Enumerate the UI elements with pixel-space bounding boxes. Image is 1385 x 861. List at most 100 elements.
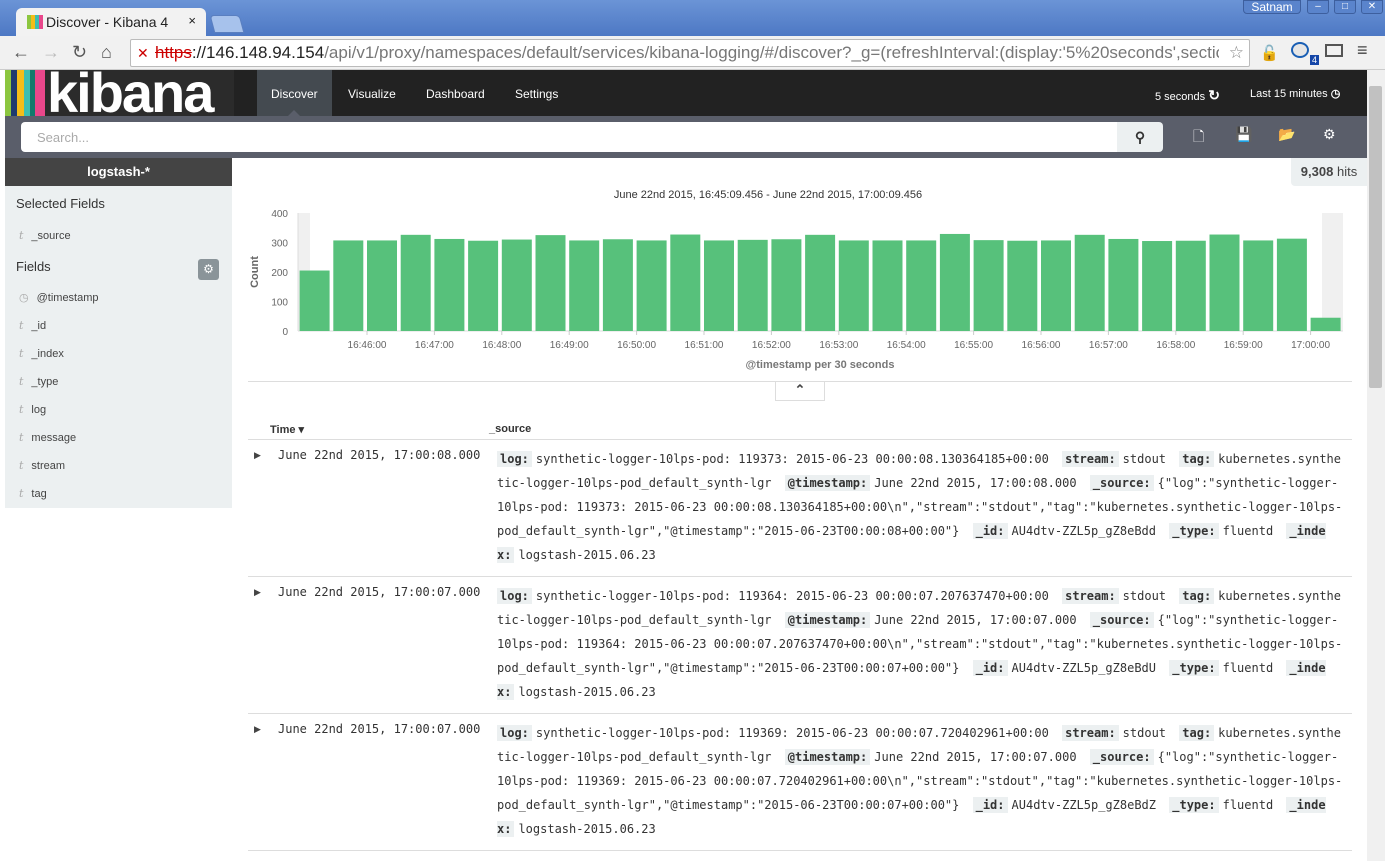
expand-caret-icon[interactable]: ▶ <box>254 587 261 597</box>
histogram-bar[interactable] <box>400 234 431 331</box>
address-bar[interactable]: ✕ https://146.148.94.154/api/v1/proxy/na… <box>130 39 1250 67</box>
histogram-bar[interactable] <box>737 239 768 331</box>
field-value: logstash-2015.06.23 <box>518 685 656 699</box>
field-value: {"log":"synthetic-logger-10lps-pod: 1193… <box>497 613 1343 675</box>
hangouts-icon[interactable] <box>1291 42 1309 58</box>
timepicker-button[interactable]: Last 15 minutes ◷ <box>1250 87 1340 100</box>
histogram-bar[interactable] <box>636 240 667 331</box>
reload-icon[interactable]: ↻ <box>72 42 88 62</box>
field-value: June 22nd 2015, 17:00:07.000 <box>874 613 1077 627</box>
histogram-bar[interactable] <box>299 270 330 331</box>
search-button[interactable]: ⚲ <box>1117 122 1163 152</box>
open-search-icon[interactable]: 📂 <box>1278 126 1296 142</box>
search-input[interactable]: Search... <box>21 122 1117 152</box>
histogram-bar[interactable] <box>939 233 970 331</box>
browser-tab[interactable]: Discover - Kibana 4 × <box>16 8 206 36</box>
histogram-chart[interactable]: 0 100 200 300 400 16:46:00 16:47:00 16:48:00 16:… <box>240 200 1360 380</box>
url-path: /api/v1/proxy/namespaces/default/service… <box>324 43 1219 62</box>
field-type[interactable]: t _type <box>19 375 58 388</box>
tab-dashboard[interactable]: Dashboard <box>426 87 485 101</box>
selected-field-source[interactable]: t _source <box>19 229 71 242</box>
tab-close-icon[interactable]: × <box>188 13 196 28</box>
histogram-bar[interactable] <box>1074 234 1105 331</box>
collapse-chart-button[interactable]: ⌃ <box>775 382 825 401</box>
histogram-bar[interactable] <box>704 240 734 331</box>
histogram-bar[interactable] <box>771 239 802 331</box>
histogram-bar[interactable] <box>1209 234 1240 331</box>
histogram-bar[interactable] <box>602 239 633 331</box>
column-header-time[interactable]: Time ▾ <box>270 423 304 436</box>
field-key: _type: <box>1169 797 1219 813</box>
field-timestamp[interactable]: ◷ @timestamp <box>19 291 99 304</box>
save-search-icon[interactable]: 💾 <box>1235 126 1253 142</box>
settings-gear-icon[interactable]: ⚙ <box>1323 126 1336 142</box>
close-window-button[interactable]: ✕ <box>1361 0 1383 14</box>
back-icon[interactable]: ← <box>12 42 30 62</box>
maximize-button[interactable]: □ <box>1334 0 1356 14</box>
kibana-logo[interactable]: kibana <box>5 70 234 116</box>
out-of-range-band-right <box>1322 213 1343 331</box>
sort-desc-icon[interactable]: ▾ <box>298 424 305 436</box>
field-stream[interactable]: t stream <box>19 459 65 472</box>
field-key: log: <box>497 451 532 467</box>
bookmark-star-icon[interactable]: ☆ <box>1228 43 1244 62</box>
field-value: June 22nd 2015, 17:00:07.000 <box>874 750 1077 764</box>
new-search-icon[interactable]: 🗋 <box>1193 128 1205 144</box>
refresh-interval-button[interactable]: 5 seconds ↻ <box>1155 87 1220 104</box>
menu-icon[interactable]: ≡ <box>1357 40 1368 60</box>
histogram-bar[interactable] <box>367 240 397 331</box>
tab-discover[interactable]: Discover <box>257 70 332 116</box>
expand-caret-icon[interactable]: ▶ <box>254 724 261 734</box>
tab-settings[interactable]: Settings <box>515 87 559 101</box>
histogram-bar[interactable] <box>906 240 937 331</box>
histogram-bar[interactable] <box>468 240 499 331</box>
histogram-bar[interactable] <box>1243 240 1274 331</box>
index-pattern[interactable]: logstash-* <box>5 158 232 186</box>
histogram-bar[interactable] <box>872 240 903 331</box>
minimize-button[interactable]: – <box>1307 0 1329 14</box>
hits-label: hits <box>1336 164 1358 179</box>
home-icon[interactable]: ⌂ <box>101 42 112 62</box>
histogram-bar[interactable] <box>1276 238 1307 331</box>
histogram-bar[interactable] <box>1007 240 1038 331</box>
histogram-bar[interactable] <box>333 240 364 331</box>
document-source: log: synthetic-logger-10lps-pod: 119364: … <box>497 584 1345 704</box>
histogram-bar[interactable] <box>434 238 465 331</box>
scrollbar-thumb[interactable] <box>1369 86 1382 388</box>
document-row: ▶ June 22nd 2015, 17:00:07.000 log: synthet… <box>248 714 1352 851</box>
x-tick-label: 16:55:00 <box>954 340 993 351</box>
histogram-bar[interactable] <box>973 240 1004 331</box>
field-index[interactable]: t _index <box>19 347 64 360</box>
x-tick-label: 16:51:00 <box>685 340 724 351</box>
profile-button[interactable]: Satnam <box>1243 0 1301 14</box>
field-message[interactable]: t message <box>19 431 76 444</box>
field-value: AU4dtv-ZZL5p_gZ8eBdd <box>1011 524 1157 538</box>
field-value: synthetic-logger-10lps-pod: 119373: 2015… <box>535 452 1049 466</box>
field-tag[interactable]: t tag <box>19 487 47 500</box>
histogram-bar[interactable] <box>670 234 701 331</box>
x-tick-label: 16:59:00 <box>1224 340 1263 351</box>
extension-lock-icon[interactable]: 🔓 <box>1260 45 1279 62</box>
histogram-bar[interactable] <box>569 240 600 331</box>
field-settings-gear-icon[interactable]: ⚙ <box>198 259 219 280</box>
histogram-bar[interactable] <box>535 235 566 331</box>
histogram-bar[interactable] <box>1310 317 1341 331</box>
field-log[interactable]: t log <box>19 403 46 416</box>
field-value: fluentd <box>1222 524 1274 538</box>
field-key: @timestamp: <box>784 749 871 765</box>
histogram-bar[interactable] <box>1108 238 1139 331</box>
histogram-bar[interactable] <box>805 234 836 331</box>
histogram-bar[interactable] <box>838 240 869 331</box>
new-tab-button[interactable] <box>209 15 245 33</box>
forward-icon[interactable]: → <box>42 42 60 62</box>
histogram-bar[interactable] <box>1142 241 1173 331</box>
tab-visualize[interactable]: Visualize <box>348 87 396 101</box>
histogram-bar[interactable] <box>1175 240 1206 331</box>
histogram-bar[interactable] <box>501 239 532 331</box>
histogram-bar[interactable] <box>1041 240 1071 331</box>
cast-icon[interactable] <box>1325 44 1343 57</box>
field-id[interactable]: t _id <box>19 319 46 332</box>
selected-fields-header: Selected Fields <box>16 196 105 211</box>
expand-caret-icon[interactable]: ▶ <box>254 450 261 460</box>
tab-title: Discover - Kibana 4 <box>46 14 169 30</box>
